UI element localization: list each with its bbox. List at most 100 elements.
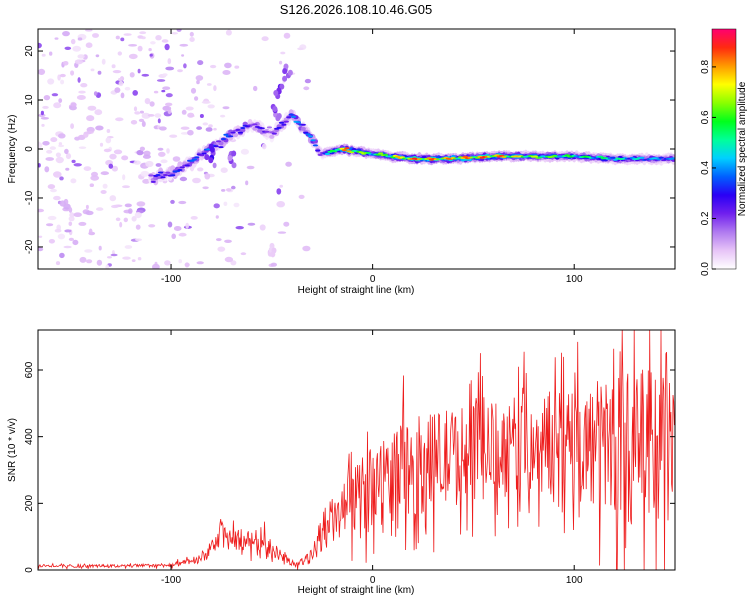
noise-blob	[145, 160, 154, 168]
snr-xlabel: Height of straight line (km)	[298, 585, 415, 596]
noise-blob	[124, 203, 132, 208]
y-tick-label: 200	[24, 495, 35, 512]
ridge-mid-blob	[233, 132, 239, 138]
noise-blob	[64, 148, 69, 155]
noise-blob	[161, 39, 169, 43]
noise-blob	[54, 37, 59, 40]
noise-blob	[47, 215, 57, 221]
noise-blob	[111, 165, 118, 172]
noise-blob	[185, 222, 189, 229]
noise-blob	[165, 102, 173, 107]
noise-blob	[120, 37, 125, 42]
y-tick-label: -20	[24, 239, 35, 254]
ridge-core-blob	[201, 152, 207, 155]
noise-blob	[298, 194, 305, 199]
noise-blob	[230, 260, 237, 266]
noise-blob	[65, 167, 70, 171]
ridge-mid-blob	[240, 128, 246, 133]
noise-blob	[54, 228, 62, 233]
noise-blob	[88, 228, 93, 235]
noise-blob	[93, 91, 98, 96]
noise-blob	[105, 264, 110, 269]
noise-blob	[231, 185, 236, 190]
noise-blob	[38, 208, 44, 213]
noise-blob	[240, 252, 247, 256]
noise-blob	[279, 60, 283, 65]
noise-blob	[131, 259, 136, 262]
y-tick-label: 400	[24, 428, 35, 445]
noise-blob	[166, 148, 170, 154]
figure-title: S126.2026.108.10.46.G05	[280, 2, 433, 17]
x-tick-label: 0	[370, 575, 376, 586]
noise-blob	[115, 35, 120, 40]
noise-blob	[164, 43, 170, 51]
noise-blob	[58, 142, 63, 146]
noise-blob	[304, 78, 311, 84]
noise-blob	[87, 105, 97, 111]
noise-blob	[118, 80, 124, 87]
ridge-core-blob	[213, 145, 219, 148]
noise-blob	[40, 110, 45, 116]
ridge-core-blob	[259, 127, 265, 130]
colorbar-tick-label: 0.8	[700, 60, 711, 74]
ridge-core-blob	[158, 171, 164, 174]
noise-blob	[169, 134, 178, 138]
noise-blob	[148, 224, 156, 228]
noise-blob	[141, 36, 146, 40]
noise-blob	[135, 224, 141, 230]
noise-blob	[84, 249, 93, 253]
noise-blob	[68, 216, 75, 222]
noise-blob	[86, 259, 93, 264]
snr-ylabel: SNR (10 * v/v)	[7, 418, 18, 482]
ridge-core-blob	[295, 121, 301, 124]
ridge-core-blob	[162, 174, 168, 176]
ridge-core-blob	[382, 153, 389, 156]
noise-blob	[171, 32, 178, 35]
noise-blob	[77, 37, 83, 41]
noise-blob	[85, 210, 94, 216]
noise-blob	[155, 35, 162, 41]
noise-blob	[157, 118, 161, 124]
spur-blob	[272, 106, 278, 112]
ridge-core-blob	[310, 139, 316, 142]
noise-blob	[192, 177, 201, 184]
noise-blob	[38, 68, 46, 75]
noise-blob	[136, 149, 144, 156]
noise-blob	[223, 201, 228, 206]
noise-blob	[53, 102, 62, 109]
ridge-core-blob	[170, 174, 176, 177]
noise-blob	[77, 54, 85, 59]
ridge-core-blob	[271, 132, 277, 135]
noise-blob	[165, 93, 173, 98]
y-tick-label: -10	[24, 190, 35, 205]
noise-blob	[195, 75, 204, 81]
ridge-core-blob	[303, 131, 309, 134]
noise-blob	[58, 98, 63, 103]
noise-blob	[133, 160, 141, 165]
noise-blob	[180, 126, 190, 130]
noise-blob	[115, 117, 124, 122]
ridge-core-blob	[305, 133, 311, 136]
noise-blob	[62, 30, 70, 37]
ridge-core-blob	[194, 156, 200, 159]
ridge-core-blob	[324, 153, 331, 155]
noise-blob	[149, 53, 153, 57]
noise-blob	[46, 223, 54, 227]
noise-blob	[137, 257, 142, 261]
noise-blob	[73, 163, 82, 167]
noise-blob	[222, 106, 230, 110]
noise-blob	[141, 73, 150, 77]
noise-blob	[72, 239, 79, 246]
noise-blob	[135, 238, 142, 242]
noise-blob	[131, 216, 137, 222]
noise-blob	[76, 95, 86, 100]
noise-blob	[139, 146, 145, 151]
noise-blob	[154, 113, 162, 118]
noise-blob	[207, 104, 215, 109]
ridge-core-blob	[276, 126, 282, 129]
noise-blob	[129, 72, 135, 78]
noise-blob	[112, 70, 122, 74]
colorbar-ticks: 0.0 0.2 0.4 0.6 0.8	[700, 60, 716, 276]
noise-blob	[143, 150, 151, 156]
noise-blob	[172, 156, 181, 162]
